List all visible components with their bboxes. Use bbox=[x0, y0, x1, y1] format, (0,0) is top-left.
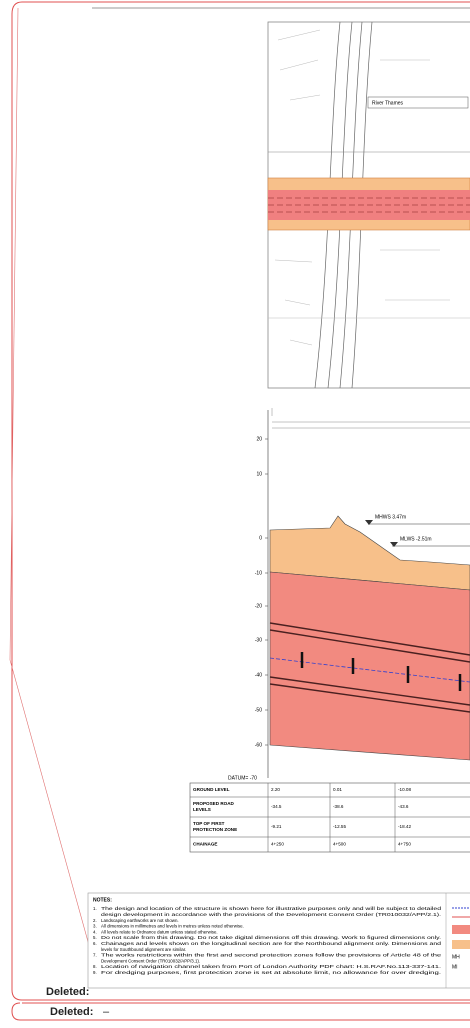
note-number: 4. bbox=[93, 929, 97, 934]
row-header: PROPOSED ROAD LEVELS bbox=[193, 801, 235, 812]
notes-title: NOTES: bbox=[93, 897, 112, 903]
note-text: All levels relate to Ordnance datum unle… bbox=[101, 929, 218, 934]
legend-swatch bbox=[452, 925, 470, 934]
table-cell: -34.5 bbox=[271, 804, 282, 809]
table-cell: -43.6 bbox=[398, 804, 409, 809]
level-label: 0 bbox=[259, 535, 262, 541]
note-text: For dredging purposes, first protection … bbox=[101, 970, 441, 975]
water-level bbox=[368, 523, 470, 547]
notes-frame bbox=[87, 892, 470, 989]
note-number: 6. bbox=[93, 941, 97, 946]
table-cell: -9.21 bbox=[271, 824, 282, 829]
table-cell: 0.01 bbox=[333, 787, 342, 792]
table-cell: -12.55 bbox=[333, 824, 346, 829]
comment-connector bbox=[9, 7, 101, 986]
road-alignment bbox=[269, 657, 470, 683]
notes: MH MI NOTES: 1. The design and location o… bbox=[87, 892, 470, 989]
note-text: design development in accordance with th… bbox=[101, 912, 441, 917]
legend-label: MH bbox=[452, 954, 460, 960]
table-cell: 4+750 bbox=[398, 842, 411, 847]
note-text: All dimensions in millimetres and levels… bbox=[101, 924, 244, 929]
level-label: -60 bbox=[255, 742, 262, 748]
note-number: 8. bbox=[93, 964, 97, 969]
level-label: 20 bbox=[256, 436, 262, 442]
note-text: The works restrictions within the first … bbox=[101, 953, 442, 958]
note-number: 3. bbox=[93, 924, 97, 929]
comment-frame bbox=[11, 1, 470, 1001]
note-number: 1. bbox=[93, 906, 97, 911]
comment-label: Deleted: bbox=[50, 1006, 93, 1018]
water-marker bbox=[365, 520, 398, 547]
legend-swatch bbox=[452, 940, 470, 949]
section-view: MHWS 3.47m MLWS -2.51m DATUM= -70 20 10 0 -… bbox=[228, 408, 470, 781]
note-text: Landscaping earthworks are not shown. bbox=[101, 918, 179, 923]
table-cell: -38.6 bbox=[333, 804, 344, 809]
note-text: Do not scale from this drawing. Do not t… bbox=[101, 935, 441, 940]
table-cell: -18.42 bbox=[398, 824, 411, 829]
annotation: MHWS 3.47m bbox=[375, 514, 406, 520]
annotation: MLWS -2.51m bbox=[400, 536, 432, 542]
protection-zone bbox=[269, 571, 470, 761]
level-label: -10 bbox=[255, 570, 262, 576]
table-cell: 4+250 bbox=[271, 842, 284, 847]
comment-frame bbox=[11, 1002, 470, 1021]
row-header: CHAINAGE bbox=[193, 842, 218, 847]
table-cell: -10.08 bbox=[398, 787, 411, 792]
plan-view: River Thames bbox=[267, 21, 470, 389]
ventilation-marker bbox=[300, 652, 462, 691]
table: GROUND LEVEL 2.20 0.01 -10.08 PROPOSED ROAD L… bbox=[189, 782, 470, 853]
plan-detail bbox=[274, 29, 450, 346]
legend-label: MI bbox=[452, 964, 458, 970]
note-text: Development Consent Order (TR010032/APP/… bbox=[101, 958, 200, 963]
note-text: The design and location of the structure… bbox=[101, 906, 442, 911]
note-number: 2. bbox=[93, 918, 97, 923]
note-text: Chainages and levels shown on the longit… bbox=[101, 941, 442, 946]
comment-text: – bbox=[103, 1006, 110, 1018]
tunnel-line bbox=[268, 197, 470, 213]
plan-label: River Thames bbox=[372, 100, 404, 106]
note-number: 9. bbox=[93, 970, 97, 975]
note-text: Location of navigation channel taken fro… bbox=[101, 964, 441, 969]
table-cell: 2.20 bbox=[271, 787, 280, 792]
row-header: TOP OF FIRST PROTECTION ZONE bbox=[193, 821, 237, 832]
note-number: 5. bbox=[93, 935, 97, 940]
level-label: -40 bbox=[255, 672, 262, 678]
comment-label: Deleted: bbox=[46, 986, 89, 998]
note-number: 7. bbox=[93, 953, 97, 958]
label-box bbox=[367, 96, 469, 109]
section-rule bbox=[271, 408, 470, 429]
level-label: -50 bbox=[255, 707, 262, 713]
level-label: -20 bbox=[255, 603, 262, 609]
tunnel-bore bbox=[269, 622, 470, 713]
level-label: -30 bbox=[255, 637, 262, 643]
datum: DATUM= -70 bbox=[228, 775, 257, 781]
row-header: GROUND LEVEL bbox=[193, 787, 230, 792]
note-text: levels for Southbound alignment are simi… bbox=[101, 947, 186, 952]
table-cell: 4+500 bbox=[333, 842, 346, 847]
level-label: 10 bbox=[256, 471, 262, 477]
